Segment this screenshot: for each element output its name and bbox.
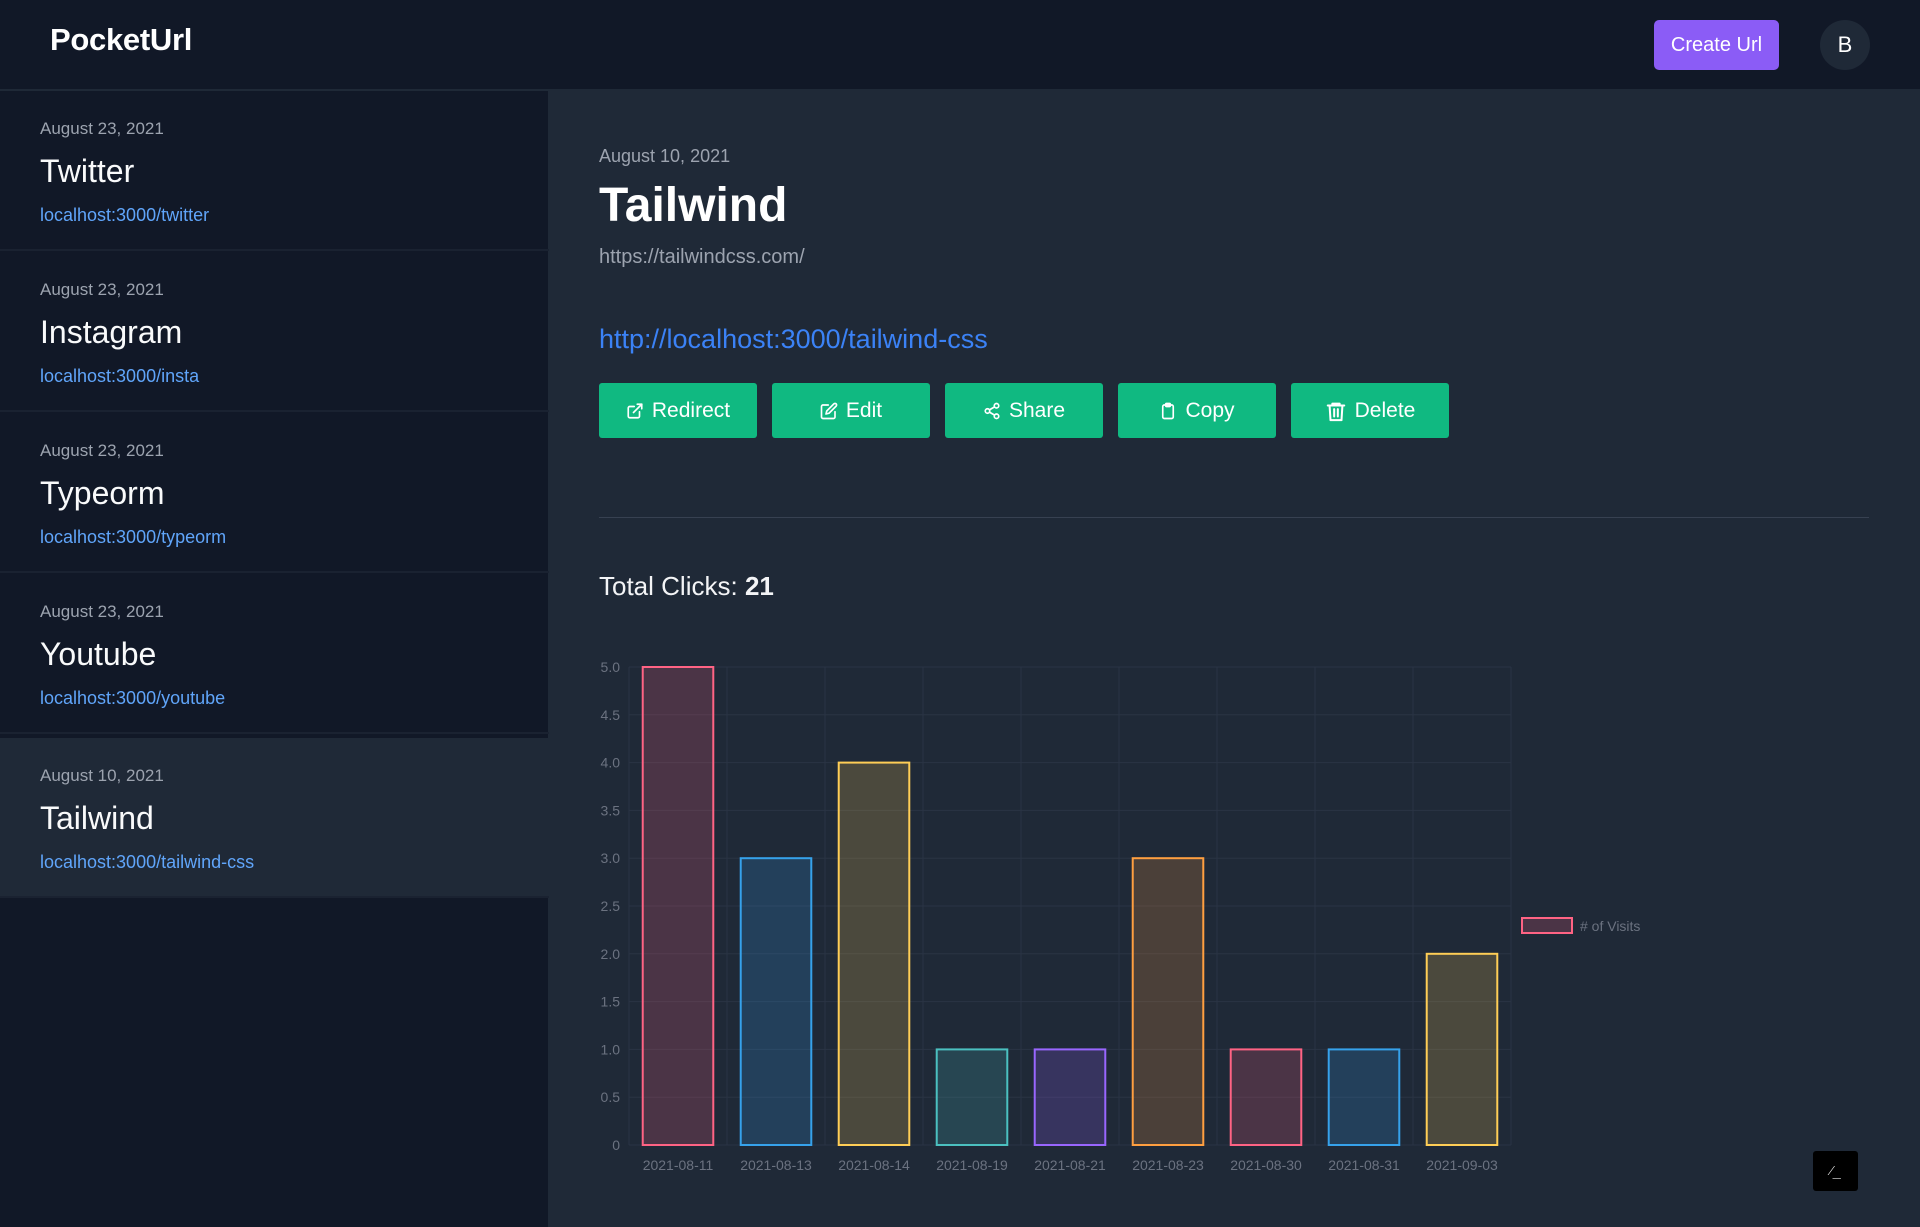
y-tick-label: 1.0 (601, 1041, 621, 1057)
section-divider (599, 517, 1869, 518)
x-tick-label: 2021-08-19 (936, 1157, 1008, 1173)
terminal-icon[interactable]: ⁄_ (1813, 1151, 1858, 1191)
chart-bar (641, 666, 715, 1146)
sidebar-item-link[interactable]: localhost:3000/tailwind-css (40, 852, 255, 872)
y-tick-label: 0.5 (601, 1089, 621, 1105)
x-tick-label: 2021-08-14 (838, 1157, 910, 1173)
y-tick-label: 3.5 (601, 802, 621, 818)
url-detail-panel: August 10, 2021 Tailwind https://tailwin… (549, 91, 1920, 1227)
legend-label: # of Visits (1580, 918, 1640, 934)
chart-bar (739, 857, 813, 1146)
copy-button[interactable]: Copy (1118, 383, 1276, 438)
external-link-icon (627, 402, 643, 419)
copy-label: Copy (1185, 398, 1235, 422)
sidebar-item-title: Tailwind (40, 800, 154, 836)
y-tick-label: 2.5 (601, 898, 621, 914)
chart-bar (935, 1048, 1009, 1147)
x-tick-label: 2021-08-13 (740, 1157, 812, 1173)
y-tick-label: 0 (612, 1137, 620, 1153)
delete-button[interactable]: Delete (1291, 383, 1449, 438)
sidebar-item-date: August 10, 2021 (40, 766, 164, 785)
sidebar-item-twitter[interactable]: August 23, 2021 Twitter localhost:3000/t… (0, 91, 549, 251)
clipboard-icon (1162, 402, 1175, 419)
x-tick-label: 2021-08-30 (1230, 1157, 1302, 1173)
create-url-button[interactable]: Create Url (1654, 20, 1779, 70)
y-tick-label: 4.0 (601, 755, 621, 771)
sidebar-item-link[interactable]: localhost:3000/twitter (40, 205, 210, 225)
visits-bar-chart: 0 0.5 1.0 1.5 2.0 2.5 3.0 3.5 4.0 4.5 5.0 2021-08-1… (601, 659, 1641, 1173)
chart-bar (1327, 1048, 1401, 1147)
x-tick-label: 2021-08-31 (1328, 1157, 1400, 1173)
x-tick-label: 2021-08-21 (1034, 1157, 1106, 1173)
sidebar-item-date: August 23, 2021 (40, 441, 164, 460)
detail-short-url[interactable]: http://localhost:3000/tailwind-css (599, 324, 988, 354)
x-tick-label: 2021-08-23 (1132, 1157, 1204, 1173)
app-logo[interactable]: PocketUrl (50, 22, 193, 57)
redirect-button[interactable]: Redirect (599, 383, 757, 438)
chart-bar (1033, 1048, 1107, 1147)
sidebar-item-youtube[interactable]: August 23, 2021 Youtube localhost:3000/y… (0, 574, 549, 734)
chart-bar (837, 761, 911, 1146)
redirect-label: Redirect (651, 398, 731, 422)
sidebar-item-title: Instagram (40, 314, 183, 350)
action-toolbar: Redirect Edit Share Copy Delete (599, 383, 1449, 438)
detail-original-url: https://tailwindcss.com/ (599, 246, 805, 268)
y-tick-label: 3.0 (601, 850, 621, 866)
sidebar-item-title: Youtube (40, 636, 157, 672)
sidebar-item-typeorm[interactable]: August 23, 2021 Typeorm localhost:3000/t… (0, 413, 549, 573)
chart-bar (1229, 1048, 1303, 1147)
sidebar-item-link[interactable]: localhost:3000/insta (40, 366, 200, 386)
chart-bar (1131, 857, 1205, 1146)
chart-bar (1425, 952, 1499, 1146)
sidebar-item-link[interactable]: localhost:3000/typeorm (40, 527, 227, 547)
sidebar-item-tailwind[interactable]: August 10, 2021 Tailwind localhost:3000/… (0, 738, 549, 898)
url-list-sidebar: August 23, 2021 Twitter localhost:3000/t… (0, 91, 549, 1227)
total-clicks-value: 21 (744, 571, 774, 601)
share-icon (984, 402, 1000, 419)
total-clicks: Total Clicks: 21 (599, 571, 774, 602)
edit-button[interactable]: Edit (772, 383, 930, 438)
y-tick-label: 1.5 (601, 994, 621, 1010)
x-tick-label: 2021-09-03 (1426, 1157, 1498, 1173)
x-tick-label: 2021-08-11 (643, 1157, 714, 1173)
detail-date: August 10, 2021 (599, 146, 731, 166)
app-header: PocketUrl Create Url B (0, 0, 1920, 91)
total-clicks-label: Total Clicks: (599, 571, 738, 601)
trash-icon (1326, 402, 1345, 421)
sidebar-item-date: August 23, 2021 (40, 119, 164, 138)
y-tick-label: 5.0 (601, 659, 621, 675)
delete-label: Delete (1354, 398, 1416, 422)
edit-label: Edit (845, 398, 883, 422)
sidebar-item-instagram[interactable]: August 23, 2021 Instagram localhost:3000… (0, 252, 549, 412)
share-button[interactable]: Share (945, 383, 1103, 438)
sidebar-item-date: August 23, 2021 (40, 602, 164, 621)
y-tick-label: 4.5 (601, 707, 621, 723)
user-avatar[interactable]: B (1820, 20, 1870, 70)
sidebar-item-title: Twitter (40, 153, 135, 189)
sidebar-item-link[interactable]: localhost:3000/youtube (40, 688, 226, 708)
share-label: Share (1008, 398, 1066, 422)
edit-icon (820, 402, 838, 419)
sidebar-item-date: August 23, 2021 (40, 280, 164, 299)
detail-title: Tailwind (599, 179, 788, 232)
sidebar-item-title: Typeorm (40, 475, 165, 511)
y-tick-label: 2.0 (601, 946, 621, 962)
legend-swatch (1521, 917, 1573, 934)
